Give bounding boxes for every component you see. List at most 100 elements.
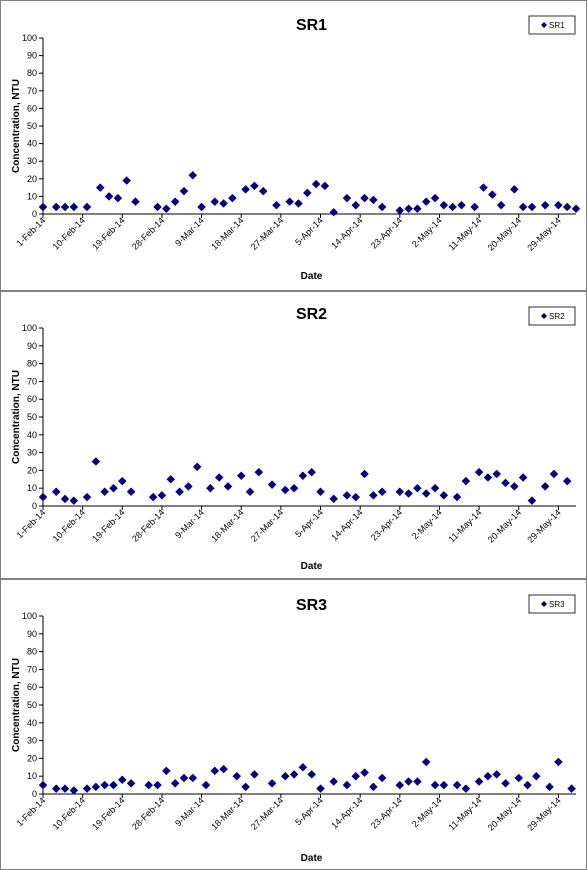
y-tick-label: 20 <box>27 174 37 184</box>
data-point <box>210 197 220 207</box>
y-tick-label: 80 <box>27 359 37 369</box>
data-point <box>245 487 255 497</box>
y-tick-label: 70 <box>27 376 37 386</box>
data-point <box>439 780 449 790</box>
data-point <box>201 780 211 790</box>
data-point <box>395 487 405 497</box>
data-point <box>492 770 502 779</box>
data-point <box>179 773 189 783</box>
x-tick-label: 23-Apr-14 <box>369 507 404 542</box>
data-point <box>258 186 268 196</box>
data-point <box>69 786 79 795</box>
data-point <box>175 487 184 497</box>
x-tick-label: 2-May-14 <box>410 507 444 541</box>
x-tick-label: 28-Feb-14 <box>130 795 166 831</box>
data-point <box>126 778 136 788</box>
data-point <box>461 784 471 794</box>
data-point <box>197 202 206 212</box>
data-point <box>298 762 308 772</box>
data-point <box>567 784 576 794</box>
data-point <box>421 197 431 207</box>
data-point <box>369 782 378 792</box>
data-point <box>377 202 387 212</box>
data-point <box>413 204 422 214</box>
data-point <box>479 183 488 192</box>
data-point <box>430 483 440 493</box>
data-point <box>280 771 290 781</box>
x-tick-label: 14-Apr-14 <box>329 215 364 250</box>
x-tick-label: 9-Mar-14 <box>173 795 206 828</box>
data-point <box>170 197 180 207</box>
data-point <box>109 483 118 493</box>
data-point <box>413 777 422 786</box>
x-tick-label: 5-Apr-14 <box>293 795 325 827</box>
data-point <box>518 202 528 212</box>
data-point <box>470 202 480 212</box>
data-point <box>501 478 510 488</box>
x-tick-label: 20-May-14 <box>486 795 523 832</box>
x-tick-label: 28-Feb-14 <box>130 507 166 543</box>
data-point <box>153 780 162 790</box>
data-point <box>430 780 440 790</box>
x-tick-label: 29-May-14 <box>525 507 562 544</box>
y-tick-label: 0 <box>32 789 37 799</box>
data-point <box>210 766 220 776</box>
data-point <box>38 492 48 502</box>
data-point <box>157 490 167 500</box>
x-tick-label: 28-Feb-14 <box>130 215 166 251</box>
data-point <box>311 179 321 189</box>
y-tick-label: 30 <box>27 736 37 746</box>
data-point <box>329 494 339 504</box>
chart-sr2: SR2 Concentration, NTU 0 10 20 30 40 50 60 70 80 90… <box>11 306 576 572</box>
data-point <box>161 204 171 214</box>
data-point <box>302 188 312 198</box>
data-point <box>232 771 242 781</box>
data-point <box>439 490 449 500</box>
x-tick-label: 19-Feb-14 <box>90 795 126 831</box>
legend: SR2 <box>528 306 576 326</box>
data-point <box>474 467 484 477</box>
x-tick-label: 5-Apr-14 <box>293 507 325 539</box>
y-axis-label: Concentration, NTU <box>11 79 22 173</box>
data-point <box>117 775 127 785</box>
chart-title: SR2 <box>296 306 327 323</box>
data-point <box>254 467 264 477</box>
x-tick-label: 5-Apr-14 <box>293 215 325 247</box>
data-point <box>206 483 215 493</box>
data-point <box>236 471 246 481</box>
y-tick-label: 40 <box>27 430 37 440</box>
data-point <box>342 780 352 790</box>
x-tick-label: 10-Feb-14 <box>51 795 87 831</box>
data-point <box>82 784 92 794</box>
data-point <box>329 777 339 786</box>
data-point <box>219 764 228 774</box>
data-point <box>404 777 413 786</box>
data-point <box>285 197 295 207</box>
data-point <box>474 777 484 786</box>
data-point <box>421 489 431 498</box>
x-tick-label: 14-Apr-14 <box>329 795 364 830</box>
data-point <box>514 773 524 783</box>
legend-marker <box>541 601 547 607</box>
x-tick-label: 19-Feb-14 <box>90 215 126 251</box>
legend-marker <box>541 313 547 319</box>
data-point <box>272 200 281 210</box>
x-tick-label: 11-May-14 <box>446 507 483 544</box>
chart-panel-sr2: SR2 Concentration, NTU 0 10 20 30 40 50 60 70 80 90… <box>0 291 587 579</box>
legend-box <box>528 306 576 326</box>
data-point <box>289 770 299 779</box>
data-point <box>369 195 378 205</box>
data-point <box>223 482 233 491</box>
y-tick-label: 10 <box>27 483 37 493</box>
data-point <box>144 780 154 790</box>
data-point <box>483 473 493 482</box>
x-tick-label: 18-Mar-14 <box>209 795 245 831</box>
data-point <box>250 181 259 191</box>
y-tick-label: 60 <box>27 103 37 113</box>
y-tick-label: 30 <box>27 156 37 166</box>
y-tick-label: 30 <box>27 448 37 458</box>
data-point <box>219 199 228 208</box>
legend-box <box>528 15 576 35</box>
data-point <box>51 202 61 212</box>
legend-label: SR3 <box>549 600 565 609</box>
